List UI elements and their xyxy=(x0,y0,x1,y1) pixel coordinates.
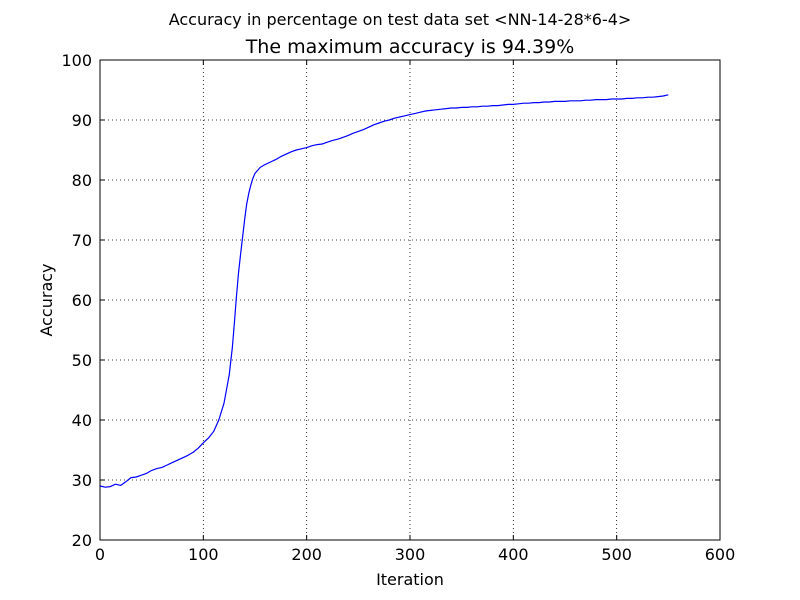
y-tick-label: 50 xyxy=(72,351,92,370)
y-axis-label: Accuracy xyxy=(37,263,56,336)
y-tick-label: 20 xyxy=(72,531,92,550)
x-tick-label: 200 xyxy=(291,545,322,564)
y-tick-label: 90 xyxy=(72,111,92,130)
series-group xyxy=(99,94,669,488)
y-tick-label: 30 xyxy=(72,471,92,490)
x-axis-label: Iteration xyxy=(376,570,444,589)
y-tick-label: 40 xyxy=(72,411,92,430)
x-tick-label: 500 xyxy=(601,545,632,564)
axis-ticks xyxy=(99,59,721,541)
x-tick-label: 600 xyxy=(705,545,736,564)
chart-title: The maximum accuracy is 94.39% xyxy=(245,36,575,58)
grid-lines xyxy=(100,60,720,540)
y-tick-label: 60 xyxy=(72,291,92,310)
x-tick-label: 300 xyxy=(395,545,426,564)
x-tick-label: 400 xyxy=(498,545,529,564)
x-tick-labels: 0 100 200 300 400 500 600 xyxy=(95,545,735,564)
chart-suptitle: Accuracy in percentage on test data set … xyxy=(169,10,632,29)
y-tick-label: 100 xyxy=(61,51,92,70)
x-tick-label: 0 xyxy=(95,545,105,564)
x-tick-label: 100 xyxy=(188,545,219,564)
y-tick-label: 70 xyxy=(72,231,92,250)
y-tick-label: 80 xyxy=(72,171,92,190)
accuracy-series-line xyxy=(99,94,669,488)
y-tick-labels: 20 30 40 50 60 70 80 90 100 xyxy=(61,51,92,550)
